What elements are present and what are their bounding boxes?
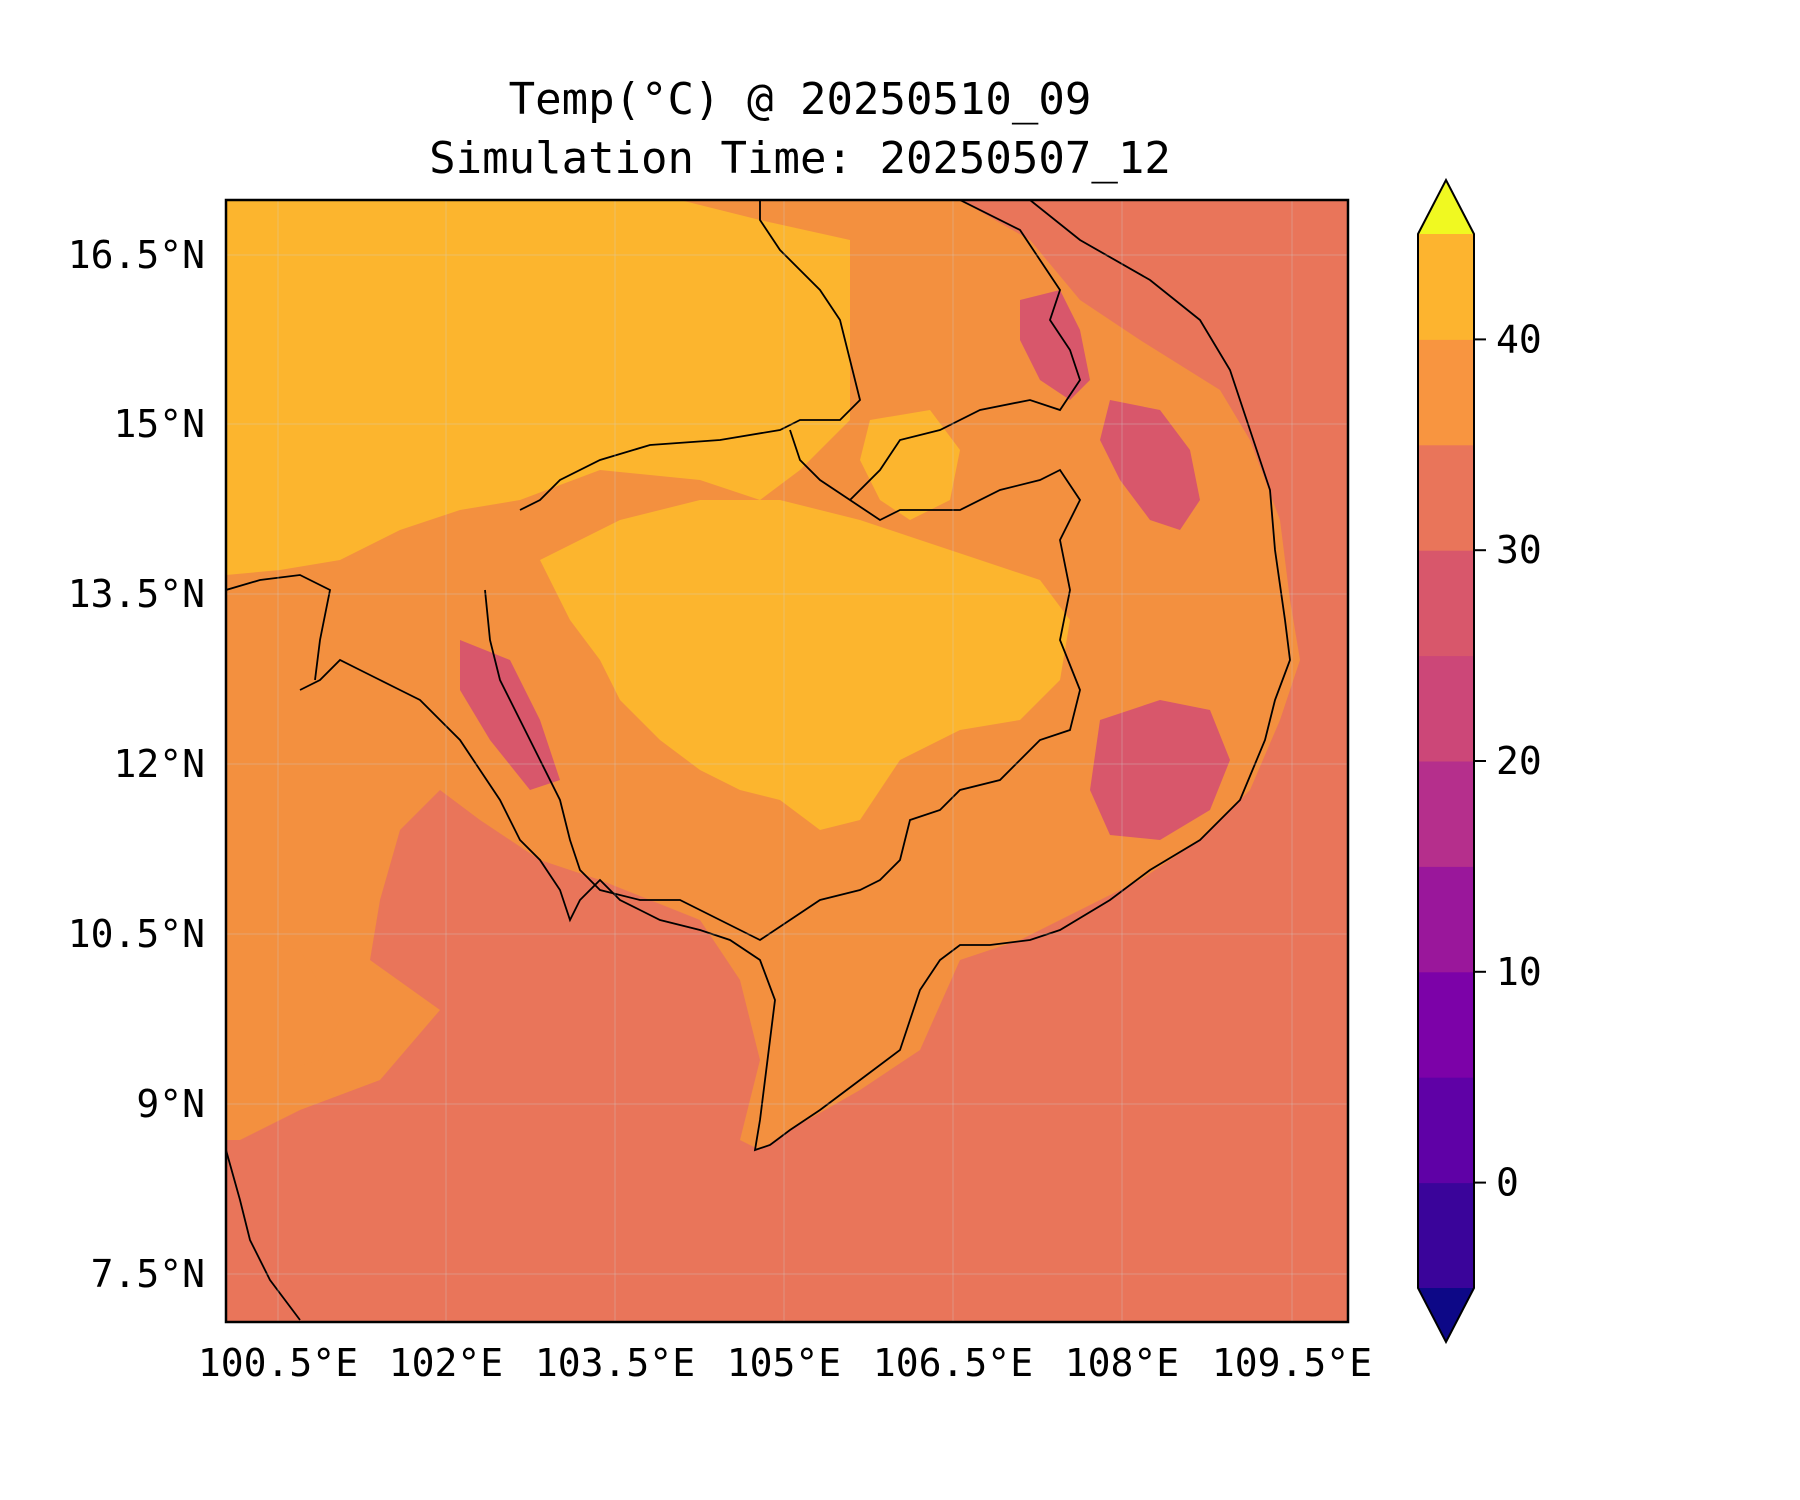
temp-band-20-25-highlands <box>1100 400 1200 530</box>
y-tick-label: 13.5°N <box>68 572 205 616</box>
y-tick-label: 7.5°N <box>91 1252 205 1296</box>
y-tick-label: 9°N <box>136 1082 205 1126</box>
colorbar-segment <box>1418 761 1474 867</box>
x-tick-label: 109.5°E <box>1212 1341 1372 1385</box>
x-tick-label: 103.5°E <box>535 1341 695 1385</box>
colorbar-segment <box>1418 866 1474 973</box>
temp-band-35-40-cambodia <box>540 500 1070 830</box>
x-tick-label: 102°E <box>389 1341 503 1385</box>
x-tick-label: 108°E <box>1065 1341 1179 1385</box>
colorbar-segment <box>1418 234 1474 340</box>
colorbar-segment <box>1418 444 1474 551</box>
colorbar-segment <box>1418 550 1474 657</box>
x-tick-label: 105°E <box>727 1341 841 1385</box>
y-tick-label: 10.5°N <box>68 912 205 956</box>
y-tick-label: 16.5°N <box>68 233 205 277</box>
coastlines-and-borders <box>226 200 1291 1321</box>
colorbar <box>1417 177 1475 1345</box>
x-tick-label: 106.5°E <box>873 1341 1033 1385</box>
y-tick-label: 12°N <box>113 742 205 786</box>
colorbar-tick-label: 0 <box>1496 1161 1519 1205</box>
temp-band-35-40-laos <box>860 410 960 520</box>
colorbar-segment <box>1418 339 1474 446</box>
temp-band-35-40-north <box>226 200 850 575</box>
temp-band-30-35-west <box>226 930 340 1080</box>
map-title: Temp(°C) @ 20250510_09 <box>508 74 1092 125</box>
temp-band-20-25-north <box>1020 290 1090 400</box>
x-axis-ticks: 100.5°E 102°E 103.5°E 105°E 106.5°E 108°… <box>198 1341 1372 1385</box>
y-tick-label: 15°N <box>113 402 205 446</box>
map-subtitle: Simulation Time: 20250507_12 <box>429 133 1171 184</box>
temp-band-20-25-west <box>460 640 560 790</box>
colorbar-extend-max <box>1418 180 1474 234</box>
map-panel <box>226 200 1348 1322</box>
colorbar-segment <box>1418 655 1474 762</box>
map-frame <box>224 198 1350 1324</box>
colorbar-tick-label: 30 <box>1496 528 1542 572</box>
map-gridlines <box>226 200 1348 1322</box>
colorbar-tick-label: 20 <box>1496 739 1542 783</box>
colorbar-tick-label: 40 <box>1496 317 1542 361</box>
colorbar-segment <box>1418 971 1474 1078</box>
colorbar-ticks: 0 10 20 30 40 <box>1474 317 1542 1205</box>
colorbar-extend-min <box>1418 1288 1474 1342</box>
y-axis-ticks: 16.5°N 15°N 13.5°N 12°N 10.5°N 9°N 7.5°N <box>68 233 205 1296</box>
colorbar-outline <box>1417 177 1475 1345</box>
colorbar-segment <box>1418 1182 1474 1289</box>
colorbar-tick-label: 10 <box>1496 950 1542 994</box>
colorbar-segment <box>1418 1077 1474 1184</box>
x-tick-label: 100.5°E <box>198 1341 358 1385</box>
temp-band-20-25-vietnam <box>1090 700 1230 840</box>
